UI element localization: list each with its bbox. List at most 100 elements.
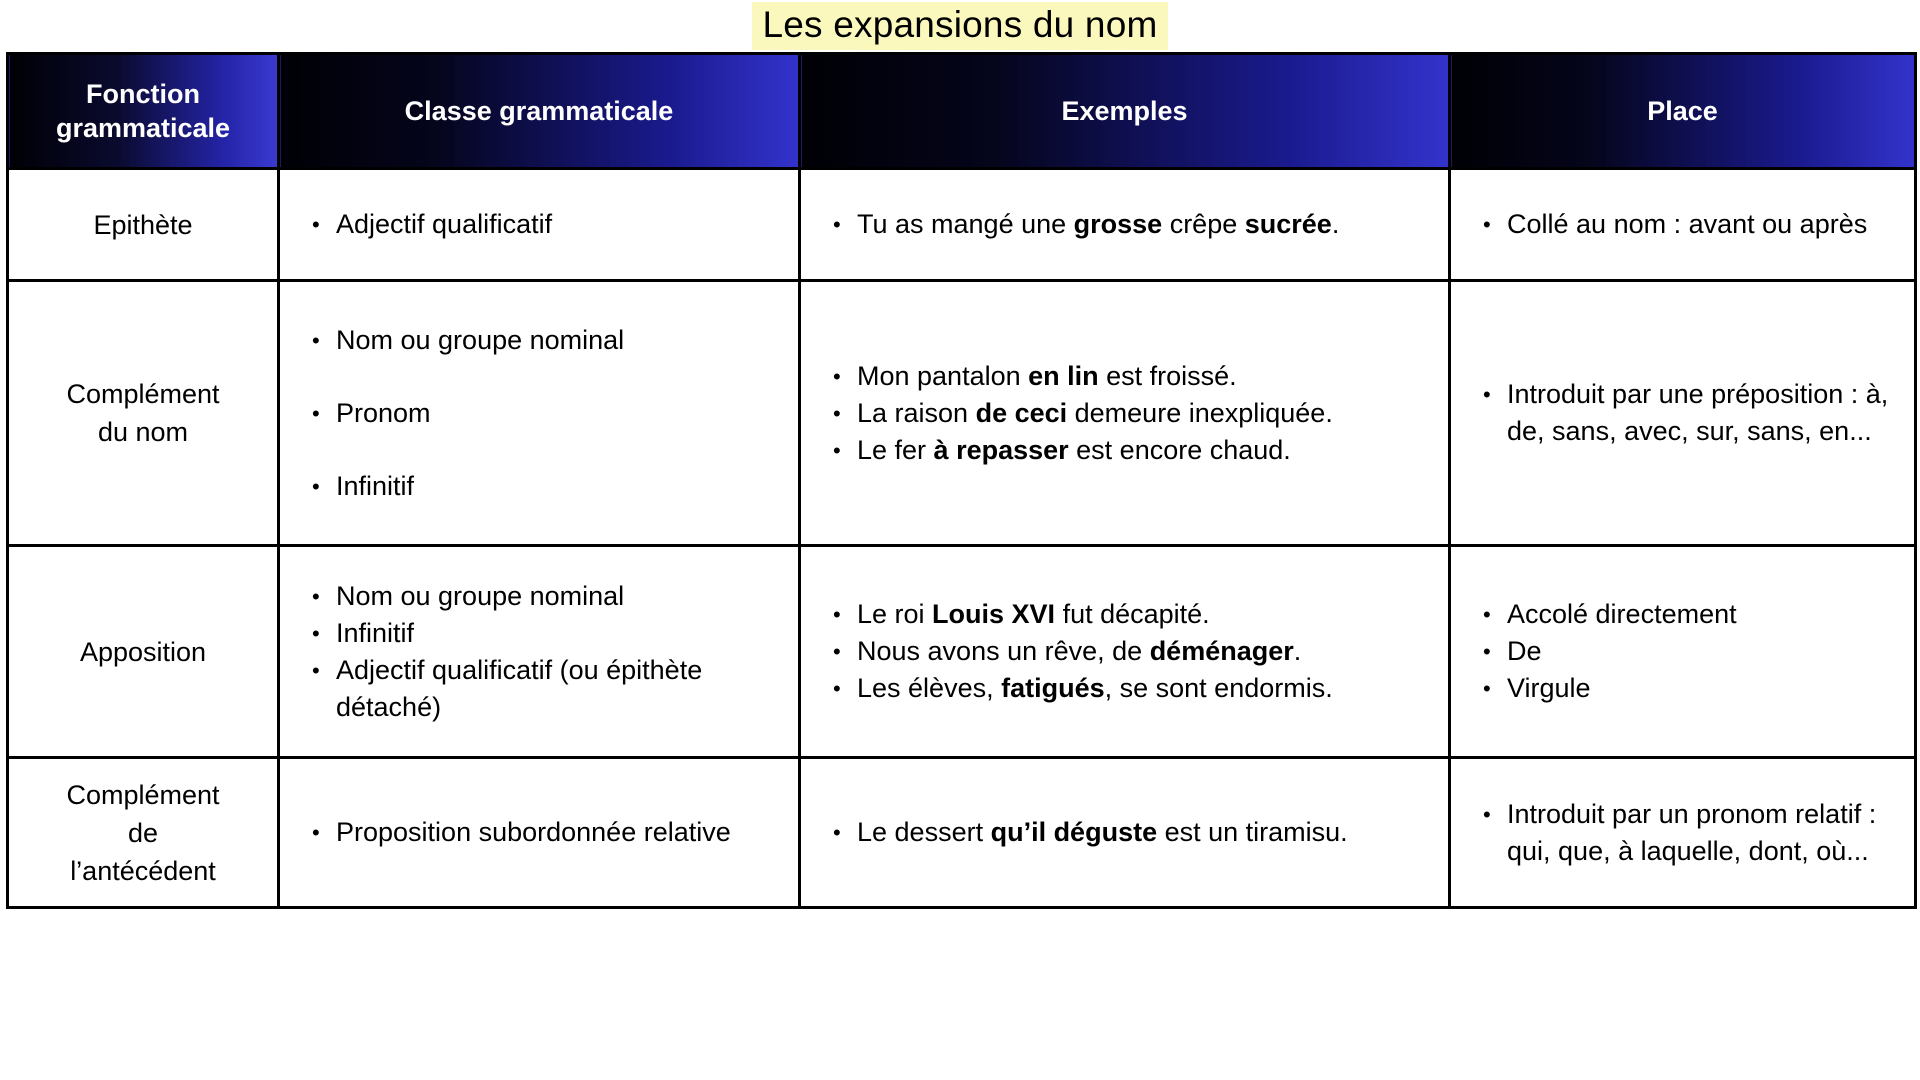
list-item: Accolé directement [1481,596,1900,633]
emphasized-text: grosse [1073,209,1163,239]
cell-exemples: Le dessert qu’il déguste est un tiramisu… [798,756,1451,909]
table-row: Complément de l’antécédent Proposition subo… [6,756,1917,909]
exemples-list: Mon pantalon en lin est froissé.La raiso… [801,358,1448,469]
header-line-1: Classe grammaticale [404,96,674,126]
column-header-place: Place [1448,52,1917,170]
place-list: Accolé directement De Virgule [1451,596,1914,707]
text-fragment: Tu as mangé une [857,209,1074,239]
table-body: Epithète Adjectif qualificatif Tu as mangé… [6,167,1917,909]
text-fragment: , se sont endormis. [1104,673,1333,703]
text-fragment: Adjectif qualificatif (ou épithète détac… [336,654,703,722]
place-list: Introduit par un pronom relatif : qui, q… [1451,796,1914,870]
cell-classe-grammaticale: Proposition subordonnée relative [277,756,801,909]
text-fragment: . [1331,209,1340,239]
fonction-line: Apposition [79,636,207,667]
emphasized-text: en lin [1028,360,1099,391]
emphasized-text: déménager [1149,636,1294,666]
list-item: Pronom [310,395,784,432]
header-line-1: Place [1647,96,1718,126]
list-item: Le roi Louis XVI fut décapité. [831,596,1434,633]
list-item: Les élèves, fatigués, se sont endormis. [831,670,1434,707]
header-line-1: Fonction [86,79,200,109]
classe-grammaticale-list: Proposition subordonnée relative [280,814,798,851]
text-fragment: Nous avons un rêve, de [857,636,1150,666]
cell-place: Accolé directement De Virgule [1448,544,1917,759]
text-fragment: demeure inexpliquée. [1067,397,1333,428]
cell-fonction-grammaticale: Complément du nom [6,279,280,547]
text-fragment: Les élèves, [857,673,1002,703]
list-item: Mon pantalon en lin est froissé. [831,358,1434,395]
table-row: Apposition Nom ou groupe nominal Infinitif… [6,544,1917,759]
exemples-list: Le dessert qu’il déguste est un tiramisu… [801,814,1448,851]
fonction-line: Complément [66,779,220,810]
classe-grammaticale-list: Nom ou groupe nominal Infinitif Adjectif q… [280,578,798,726]
list-item: Tu as mangé une grosse crêpe sucrée. [831,206,1434,243]
emphasized-text: de ceci [975,397,1068,428]
cell-place: Collé au nom : avant ou après [1448,167,1917,282]
text-fragment: Introduit par un pronom relatif : qui, q… [1507,798,1877,866]
list-item: Nous avons un rêve, de déménager. [831,633,1434,670]
fonction-line: l’antécédent [70,855,216,886]
text-fragment: Infinitif [336,617,415,648]
text-fragment: Le roi [857,599,933,629]
text-fragment: crêpe [1162,209,1245,239]
list-item: Adjectif qualificatif (ou épithète détac… [310,652,784,726]
emphasized-text: qu’il déguste [990,817,1158,847]
text-fragment: Infinitif [336,470,415,501]
text-fragment: est un tiramisu. [1157,817,1348,847]
text-fragment: Pronom [336,397,431,428]
fonction-line: de [127,817,159,848]
list-item: Adjectif qualificatif [310,206,784,243]
cell-place: Introduit par un pronom relatif : qui, q… [1448,756,1917,909]
text-fragment: De [1507,636,1542,666]
list-item: Introduit par une préposition : à, de, s… [1481,376,1900,450]
text-fragment: est encore chaud. [1068,434,1291,465]
place-list: Introduit par une préposition : à, de, s… [1451,376,1914,450]
list-item: Infinitif [310,468,784,505]
column-header-fonction-grammaticale: Fonction grammaticale [6,52,280,170]
text-fragment: fut décapité. [1055,599,1210,629]
text-fragment: Le dessert [857,817,991,847]
emphasized-text: Louis XVI [932,599,1056,629]
cell-fonction-grammaticale: Epithète [6,167,280,282]
list-item: La raison de ceci demeure inexpliquée. [831,395,1434,432]
exemples-list: Le roi Louis XVI fut décapité.Nous avons… [801,596,1448,707]
classe-grammaticale-list: Adjectif qualificatif [280,206,798,243]
text-fragment: La raison [857,397,976,428]
cell-fonction-grammaticale: Apposition [6,544,280,759]
text-fragment: Nom ou groupe nominal [336,580,625,611]
cell-fonction-grammaticale: Complément de l’antécédent [6,756,280,909]
classe-grammaticale-list: Nom ou groupe nominal Pronom Infinitif [280,322,798,505]
text-fragment: . [1293,636,1302,666]
list-item: Le fer à repasser est encore chaud. [831,432,1434,469]
list-item: Virgule [1481,670,1900,707]
cell-exemples: Mon pantalon en lin est froissé.La raiso… [798,279,1451,547]
fonction-line: du nom [97,417,189,447]
header-line-1: Exemples [1061,96,1188,126]
text-fragment: Mon pantalon [857,360,1029,391]
text-fragment: Le fer [857,434,934,465]
emphasized-text: à repasser [933,434,1069,465]
list-item: Nom ou groupe nominal [310,322,784,359]
header-line-2: grammaticale [55,113,231,143]
cell-place: Introduit par une préposition : à, de, s… [1448,279,1917,547]
table-row: Complément du nom Nom ou groupe nominal Pro… [6,279,1917,547]
text-fragment: Proposition subordonnée relative [336,817,731,847]
text-fragment: Nom ou groupe nominal [336,324,625,355]
cell-classe-grammaticale: Adjectif qualificatif [277,167,801,282]
place-list: Collé au nom : avant ou après [1451,206,1914,243]
list-item: Collé au nom : avant ou après [1481,206,1900,243]
text-fragment: Introduit par une préposition : à, de, s… [1507,379,1889,446]
text-fragment: est froissé. [1098,360,1237,391]
list-item: Nom ou groupe nominal [310,578,784,615]
page-title: Les expansions du nom [752,2,1168,50]
exemples-list: Tu as mangé une grosse crêpe sucrée. [801,206,1448,243]
list-item: Proposition subordonnée relative [310,814,784,851]
emphasized-text: sucrée [1244,209,1332,239]
column-header-classe-grammaticale: Classe grammaticale [277,52,801,170]
column-header-exemples: Exemples [798,52,1451,170]
table-row: Epithète Adjectif qualificatif Tu as mangé… [6,167,1917,282]
text-fragment: Adjectif qualificatif [336,209,553,239]
title-container: Les expansions du nom [0,0,1920,52]
text-fragment: Collé au nom : avant ou après [1507,209,1868,239]
